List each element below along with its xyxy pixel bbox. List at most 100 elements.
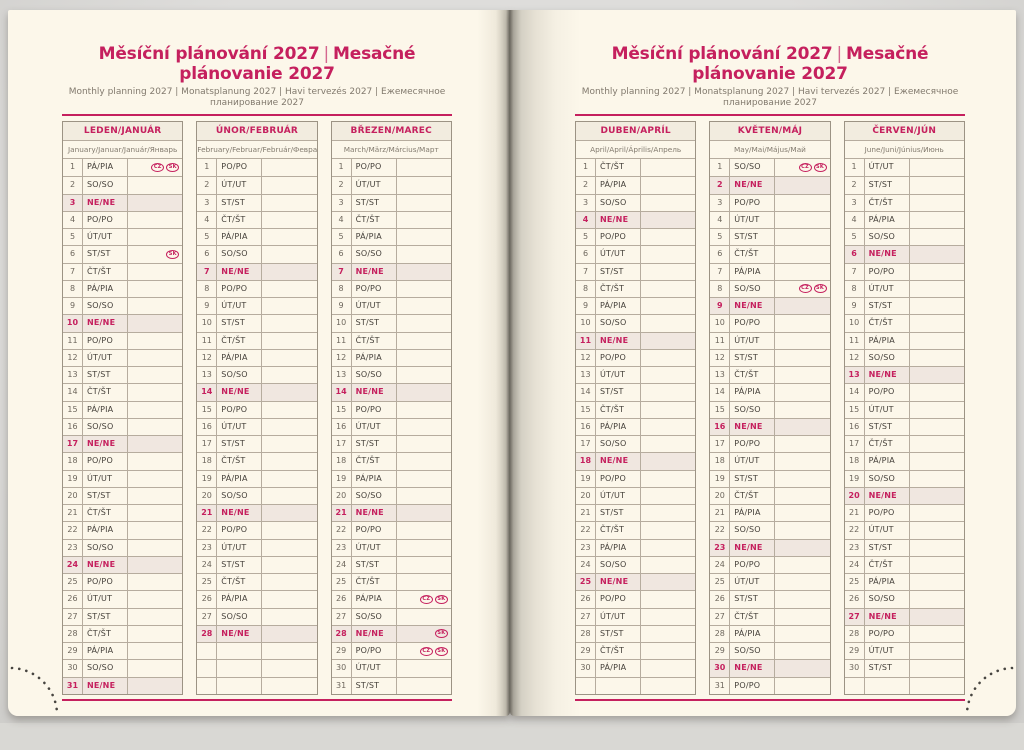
day-number: 27 [710,608,731,625]
day-row: 26 SO/SO [844,590,964,608]
notes-cell [397,246,451,262]
notes-cell [775,367,829,383]
day-number: 14 [710,384,731,401]
month-subtitle: January/Januar/Január/Январь [63,141,183,159]
day-row: 3 ČT/ŠT [844,193,964,211]
day-abbreviation: ÚT/UT [217,177,263,194]
notes-cell [397,315,451,331]
footer-rule [62,698,452,701]
day-row: 11 NE/NE [576,331,696,349]
day-row: 18 PO/PO [63,452,183,470]
page-subtitle: Monthly planning 2027 | Monatsplanung 20… [68,87,446,108]
day-number: 12 [845,349,865,366]
notes-cell [262,212,316,228]
notes-cell [910,281,964,297]
notes-cell [641,281,695,297]
month-calendar-march: BŘEZEN/MAREC March/März/Március/Март 1 PO… [330,121,452,695]
day-number: 5 [845,229,865,246]
day-row: 15 PO/PO [197,400,317,418]
day-number: 16 [63,418,83,435]
notes-cell [397,350,451,366]
day-row: 20 ST/ST [63,486,183,504]
day-number: 14 [63,384,83,401]
day-number: 25 [845,574,865,591]
day-number: 21 [63,505,83,522]
day-number: 5 [710,229,731,246]
day-row: 5 ST/ST [710,228,830,246]
day-row: 31 ST/ST [331,676,451,694]
day-row: 8 PO/PO [197,279,317,297]
day-row: 30 NE/NE [710,659,830,677]
month-subtitle: April/April/Április/Апрель [576,141,696,159]
day-abbreviation: NE/NE [217,625,263,642]
holiday-badge-sk-icon: SK [434,646,448,656]
day-row: 10 PO/PO [710,314,830,332]
day-number: 9 [845,298,865,315]
day-abbreviation: ÚT/UT [865,401,910,418]
day-number: 15 [845,401,865,418]
day-number: 11 [197,332,218,349]
notes-cell [910,350,964,366]
day-number: 10 [576,315,596,332]
day-number: 1 [197,159,218,177]
notes-cell [910,212,964,228]
notes-cell [128,540,182,556]
day-abbreviation: ÚT/UT [83,349,128,366]
day-abbreviation: ČT/ŠT [865,315,910,332]
day-row: 7 ČT/ŠT [63,262,183,280]
day-row: 1 SO/SO CZ SK [710,159,829,177]
page-right: Měsíční plánování 2027 | Mesačné plánovani… [510,10,1016,716]
day-abbreviation: ČT/ŠT [352,332,397,349]
day-row: 5 SO/SO [844,228,964,246]
day-row: 22 PO/PO [331,521,451,539]
day-abbreviation: ST/ST [730,229,776,246]
day-row: 6 ČT/ŠT [710,245,830,263]
holiday-badge-sk-icon: SK [434,629,448,639]
day-abbreviation: NE/NE [352,625,397,642]
day-abbreviation: NE/NE [865,608,910,625]
day-number: 11 [63,332,83,349]
day-number: 27 [197,608,218,625]
notes-cell [775,212,829,228]
notes-cell [641,505,695,521]
day-number: 6 [845,246,865,263]
day-abbreviation: ČT/ŠT [352,211,397,228]
day-abbreviation: ST/ST [217,315,263,332]
day-abbreviation: PO/PO [730,194,776,211]
notes-cell [910,436,964,452]
day-row: 10 ST/ST [197,314,317,332]
notes-cell [262,402,316,418]
day-row: 16 ST/ST [844,417,964,435]
day-abbreviation: PÁ/PIA [596,539,641,556]
holiday-badge-cz-icon: CZ [798,163,812,173]
blank-row [197,676,317,694]
month-subtitle: March/März/Március/Март [331,141,451,159]
day-row: 27 SO/SO [331,607,451,625]
day-row: 26 ÚT/UT [63,590,183,608]
day-row: 18 PÁ/PIA [844,452,964,470]
notes-cell [910,159,964,176]
day-number: 1 [63,159,83,177]
notes-cell [128,315,182,331]
day-abbreviation: NE/NE [217,263,263,280]
day-abbreviation: SO/SO [83,418,128,435]
day-row: 4 ČT/ŠT [331,210,451,228]
day-abbreviation: ST/ST [596,625,641,642]
day-number: 3 [576,194,596,211]
day-abbreviation: PO/PO [352,401,397,418]
day-abbreviation: ÚT/UT [865,159,910,177]
day-row: 5 PÁ/PIA [197,228,317,246]
holiday-badge-sk-icon: SK [813,284,827,294]
day-number: 2 [845,177,865,194]
month-calendar-june: ČERVEN/JÚN June/Juni/Június/Июнь 1 ÚT/UT 2… [843,121,965,695]
day-number: 8 [332,280,352,297]
page-subtitle: Monthly planning 2027 | Monatsplanung 20… [581,87,959,108]
month-title: DUBEN/APRÍL [576,122,696,141]
day-row: 14 NE/NE [197,383,317,401]
notes-cell [128,333,182,349]
notes-cell [910,488,964,504]
day-abbreviation: NE/NE [83,315,128,332]
day-number: 28 [845,625,865,642]
notes-cell [262,419,316,435]
day-row: 7 PÁ/PIA [710,262,830,280]
